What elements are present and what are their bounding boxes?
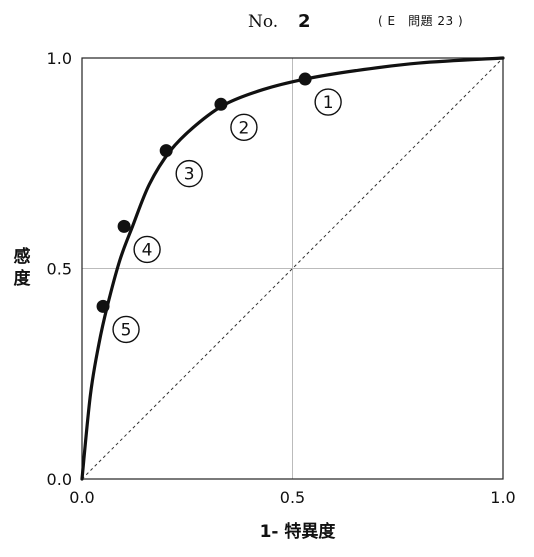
grid bbox=[82, 58, 503, 479]
y-tick-label: 0.5 bbox=[47, 260, 72, 279]
point-label-1: 1 bbox=[323, 93, 334, 113]
roc-point-5 bbox=[96, 299, 110, 313]
point-label-2: 2 bbox=[239, 118, 250, 138]
roc-point-1 bbox=[298, 72, 312, 86]
point-label-circle-1 bbox=[314, 88, 342, 116]
point-label-3: 3 bbox=[184, 165, 195, 185]
x-tick-label: 1.0 bbox=[490, 488, 515, 507]
x-tick-label: 0.5 bbox=[280, 488, 305, 507]
point-label-circle-2 bbox=[230, 113, 258, 142]
x-tick-label: 0.0 bbox=[69, 488, 94, 507]
point-label-circle-5 bbox=[112, 315, 140, 344]
header-no-label: No. bbox=[248, 12, 279, 32]
roc-point-4 bbox=[117, 219, 131, 233]
header-question-ref: ( E 問題 23 ) bbox=[378, 14, 464, 28]
point-label-circle-4 bbox=[133, 235, 161, 264]
point-label-4: 4 bbox=[142, 240, 153, 260]
plot-frame bbox=[81, 57, 504, 480]
roc-point-3 bbox=[159, 144, 173, 158]
roc-point-2 bbox=[214, 97, 228, 111]
point-label-circle-3 bbox=[175, 159, 203, 188]
tick-labels: 0.0 0.5 1.0 0.0 0.5 1.0 bbox=[47, 49, 516, 507]
y-axis-title: 感度 bbox=[14, 246, 32, 289]
header-no-value: 2 bbox=[298, 11, 311, 32]
y-tick-label: 0.0 bbox=[47, 470, 72, 489]
points-layer: 1 2 3 4 5 bbox=[96, 72, 342, 344]
point-label-5: 5 bbox=[121, 320, 132, 340]
y-tick-label: 1.0 bbox=[47, 49, 72, 68]
x-axis-title: 1- 特異度 bbox=[260, 521, 337, 542]
